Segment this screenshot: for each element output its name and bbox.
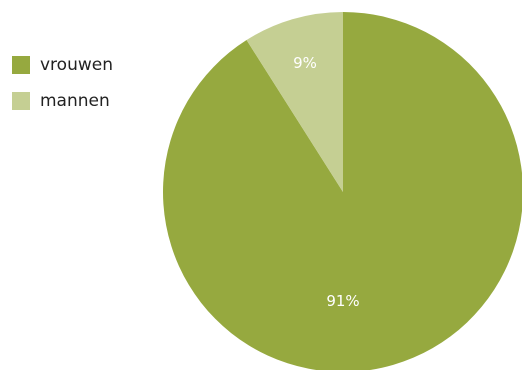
pie-slice-vrouwen [163, 12, 522, 370]
pie-label-mannen: 9% [293, 54, 317, 72]
pie-label-vrouwen: 91% [326, 292, 359, 310]
legend-label-mannen: mannen [40, 91, 110, 111]
legend-swatch-vrouwen [12, 56, 30, 74]
legend-swatch-mannen [12, 92, 30, 110]
pie-labels: 91% 9% [293, 54, 360, 310]
legend-label-vrouwen: vrouwen [40, 55, 113, 75]
legend: vrouwen mannen [12, 54, 113, 112]
pie-slice-mannen [246, 12, 343, 192]
legend-item-mannen: mannen [12, 90, 113, 112]
legend-item-vrouwen: vrouwen [12, 54, 113, 76]
pie-slices [163, 12, 522, 370]
